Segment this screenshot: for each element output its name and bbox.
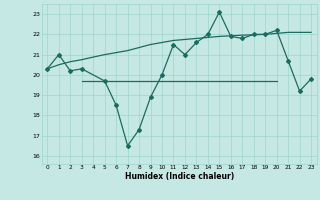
X-axis label: Humidex (Indice chaleur): Humidex (Indice chaleur) [124,172,234,181]
